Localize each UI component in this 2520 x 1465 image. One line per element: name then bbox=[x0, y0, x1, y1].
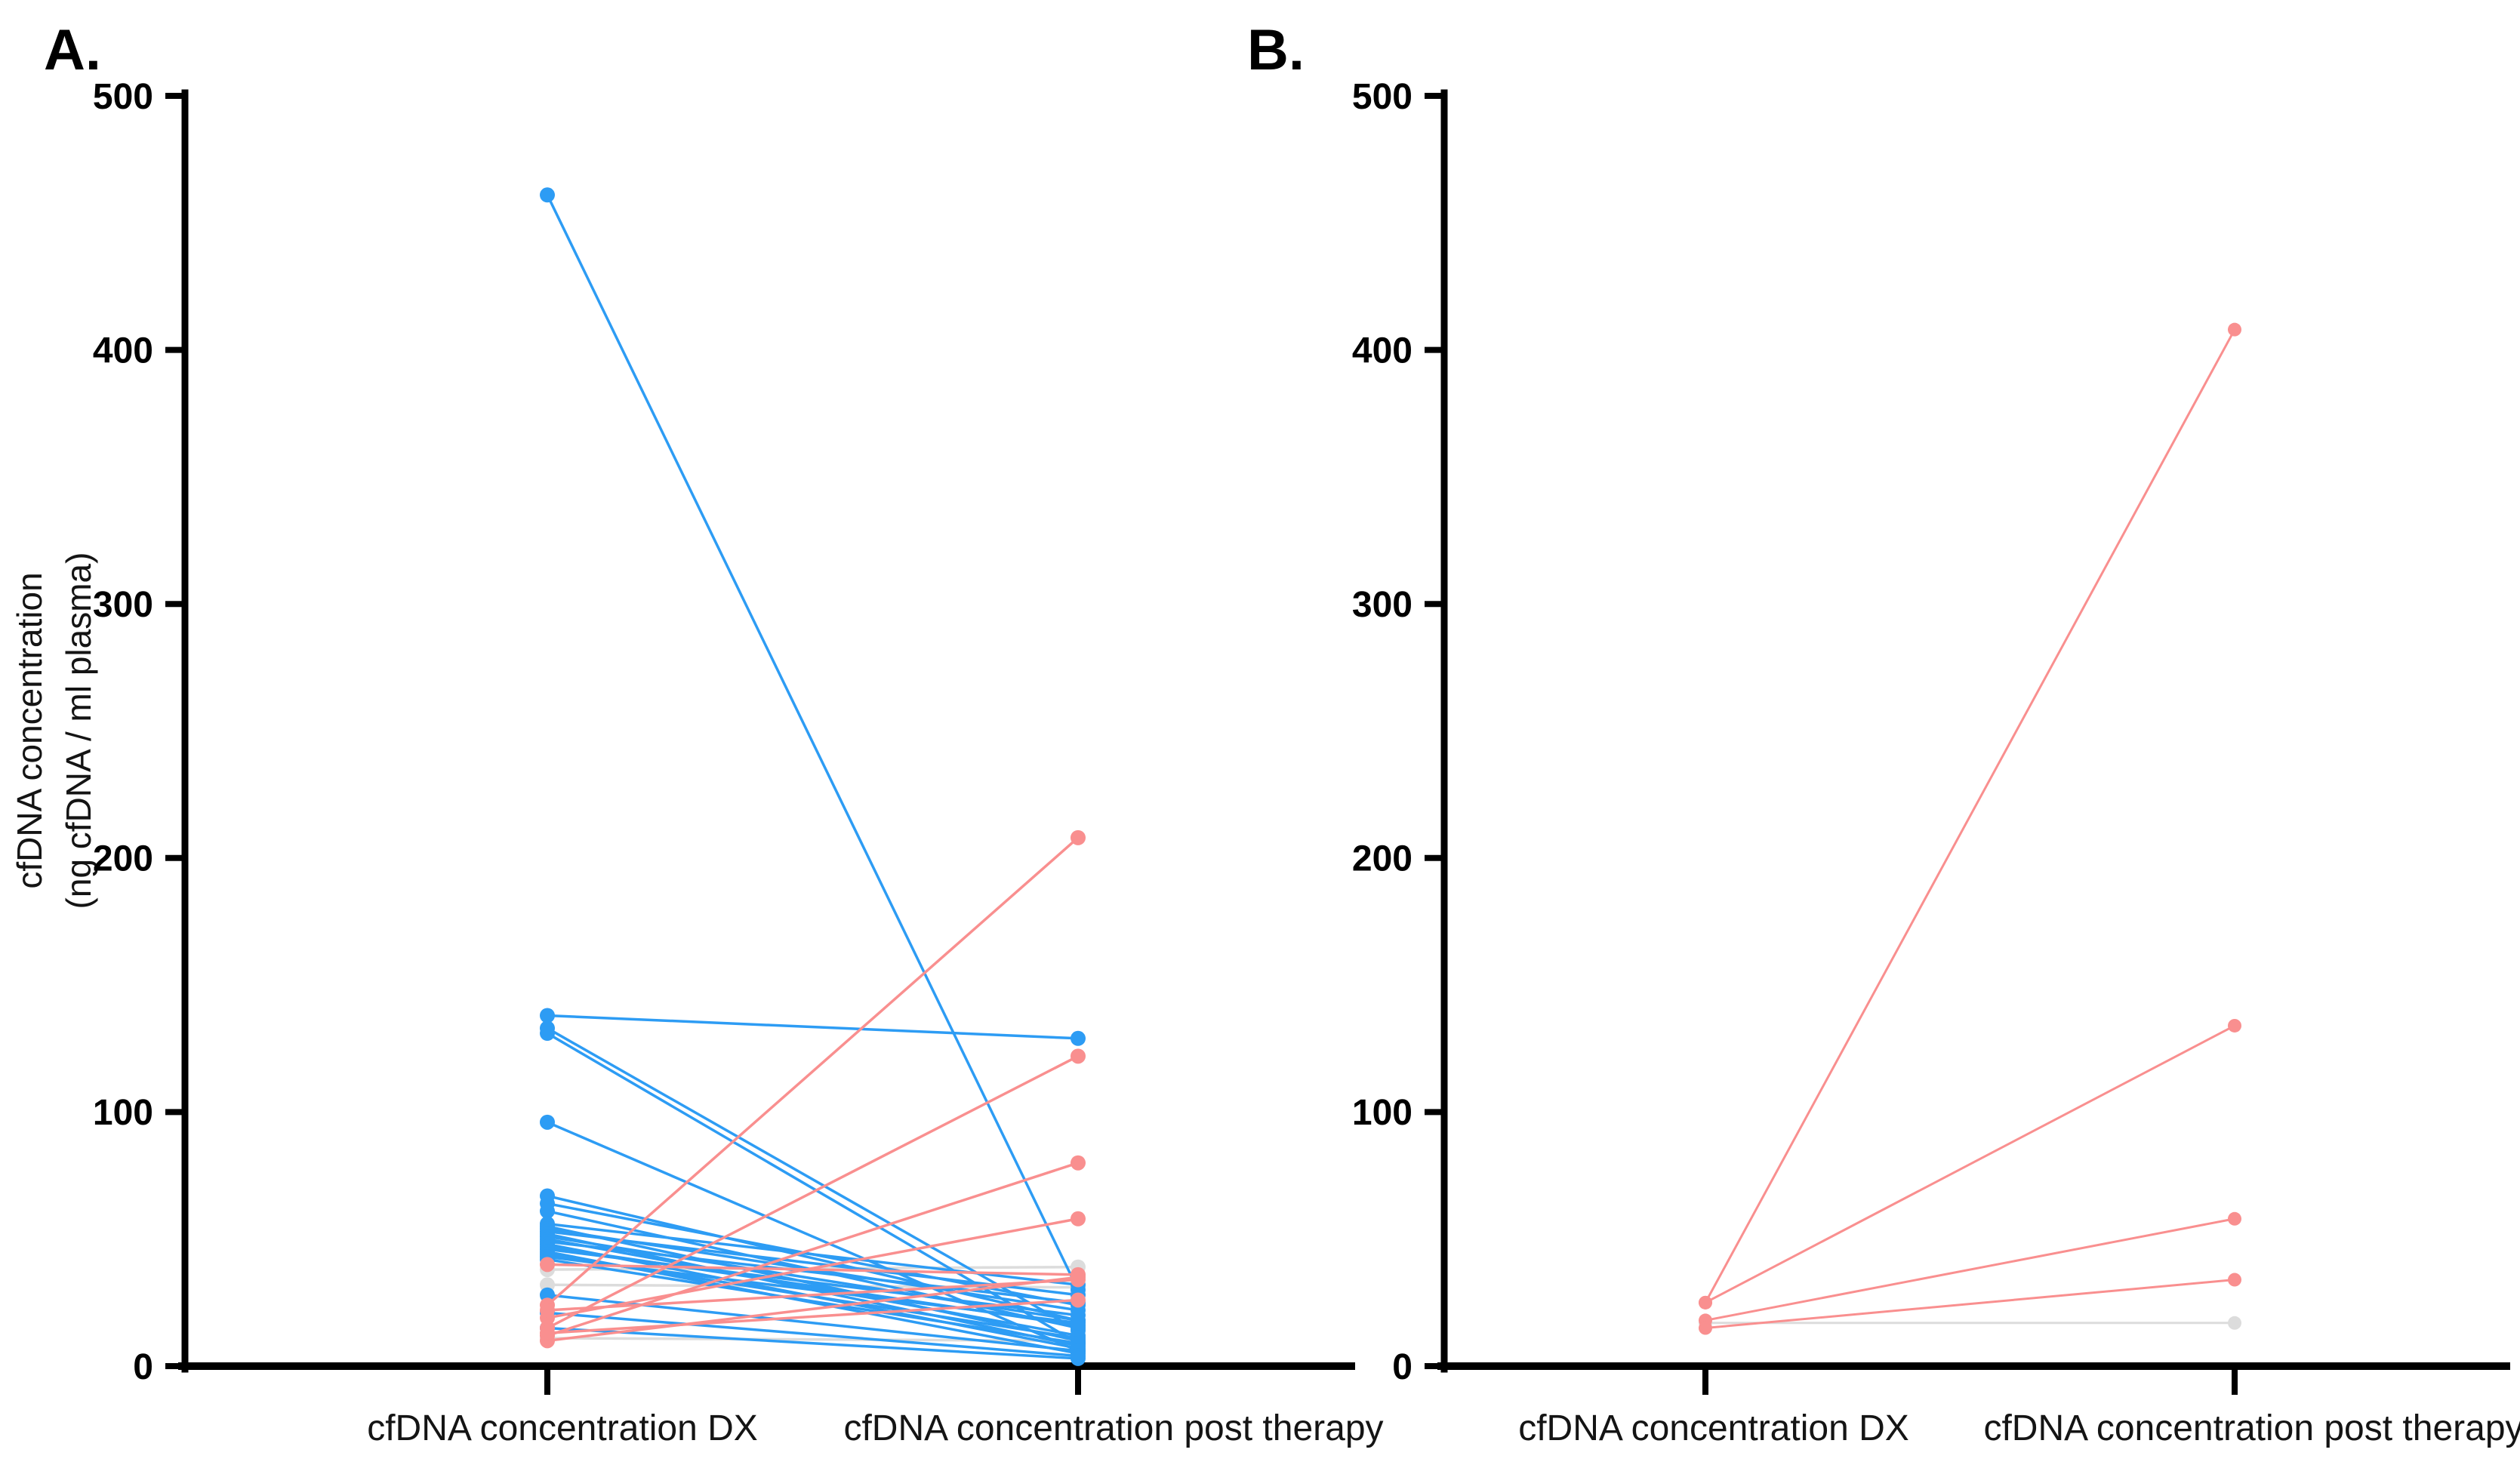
patient-pair-line bbox=[547, 1263, 1079, 1276]
post-therapy-point bbox=[1071, 1048, 1086, 1064]
y-tick-label: 0 bbox=[1392, 1347, 1412, 1387]
patient-pair-line bbox=[547, 1162, 1079, 1337]
post-therapy-point bbox=[1071, 1315, 1086, 1331]
post-therapy-point bbox=[1071, 1030, 1086, 1046]
y-tick-label: 100 bbox=[1352, 1093, 1412, 1133]
panel-a-category-dx-label: cfDNA concentration DX bbox=[367, 1408, 758, 1448]
patient-pair-line bbox=[547, 1026, 1079, 1332]
panel-a-plot-area: 0 100 200 300 400 500 bbox=[93, 77, 1355, 1395]
panel-b-plot-area: 0 100 200 300 400 500 bbox=[1352, 77, 2510, 1395]
y-axis-title-line2: (ng cfDNA / ml plasma) bbox=[59, 552, 98, 909]
patient-pair-line bbox=[1705, 1217, 2235, 1322]
y-axis-title-line1: cfDNA concentration bbox=[10, 572, 49, 888]
patient-pair-line bbox=[1705, 1279, 2235, 1330]
dx-point bbox=[540, 1325, 555, 1341]
y-tick-label: 300 bbox=[93, 585, 153, 625]
post-therapy-point bbox=[1071, 1155, 1086, 1171]
dx-point bbox=[540, 1008, 555, 1023]
patient-pair-line bbox=[1705, 1024, 2235, 1304]
dx-point bbox=[540, 1026, 555, 1042]
patient-pair-line bbox=[546, 836, 1080, 1306]
dx-point bbox=[1699, 1295, 1712, 1310]
dx-point bbox=[540, 1302, 555, 1318]
dx-point bbox=[540, 1257, 555, 1273]
patient-pair-line bbox=[547, 1311, 1079, 1358]
y-tick-label: 400 bbox=[1352, 331, 1412, 371]
patient-pair-line bbox=[547, 1278, 1079, 1312]
y-tick-label: 200 bbox=[1352, 839, 1412, 879]
patient-pair-line bbox=[547, 1298, 1079, 1334]
panel-b-category-dx-label: cfDNA concentration DX bbox=[1518, 1408, 1909, 1448]
patient-pair-line bbox=[547, 1054, 1079, 1330]
patient-pair-line bbox=[547, 1257, 1079, 1345]
y-tick-label: 500 bbox=[1352, 77, 1412, 117]
dx-point bbox=[540, 1203, 555, 1219]
dx-point bbox=[540, 187, 555, 203]
patient-pair-line bbox=[546, 194, 1080, 1291]
patient-pair-line bbox=[547, 1014, 1079, 1040]
y-tick-label: 200 bbox=[93, 839, 153, 879]
post-therapy-point bbox=[2228, 1018, 2241, 1033]
patient-pair-line bbox=[547, 1222, 1079, 1287]
post-therapy-point bbox=[1071, 829, 1086, 845]
patient-pair-line bbox=[1704, 328, 2236, 1303]
post-therapy-point bbox=[2228, 1273, 2241, 1287]
y-tick-label: 300 bbox=[1352, 585, 1412, 625]
y-tick-label: 100 bbox=[93, 1093, 153, 1133]
patient-pair-line bbox=[547, 1255, 1079, 1325]
panel-a-label: A. bbox=[44, 18, 101, 82]
dx-point bbox=[1699, 1321, 1712, 1335]
dx-point bbox=[540, 1114, 555, 1130]
post-therapy-point bbox=[1071, 1292, 1086, 1308]
panel-a-category-post-label: cfDNA concentration post therapy bbox=[843, 1408, 1383, 1448]
panel-b-category-post-label: cfDNA concentration post therapy bbox=[1983, 1408, 2520, 1448]
post-therapy-point bbox=[1071, 1211, 1086, 1226]
post-therapy-point bbox=[2228, 1316, 2241, 1330]
patient-pair-line bbox=[547, 1276, 1079, 1343]
patient-pair-line bbox=[547, 1240, 1079, 1304]
panel-b-label: B. bbox=[1247, 18, 1305, 82]
patient-pair-line bbox=[547, 1194, 1079, 1322]
post-therapy-point bbox=[2228, 1211, 2241, 1226]
y-tick-label: 400 bbox=[93, 331, 153, 371]
patient-pair-line bbox=[547, 1326, 1079, 1360]
y-tick-label: 0 bbox=[133, 1347, 153, 1387]
post-therapy-point bbox=[2228, 322, 2241, 337]
post-therapy-point bbox=[1071, 1350, 1086, 1366]
y-tick-label: 500 bbox=[93, 77, 153, 117]
post-therapy-point bbox=[1071, 1272, 1086, 1288]
